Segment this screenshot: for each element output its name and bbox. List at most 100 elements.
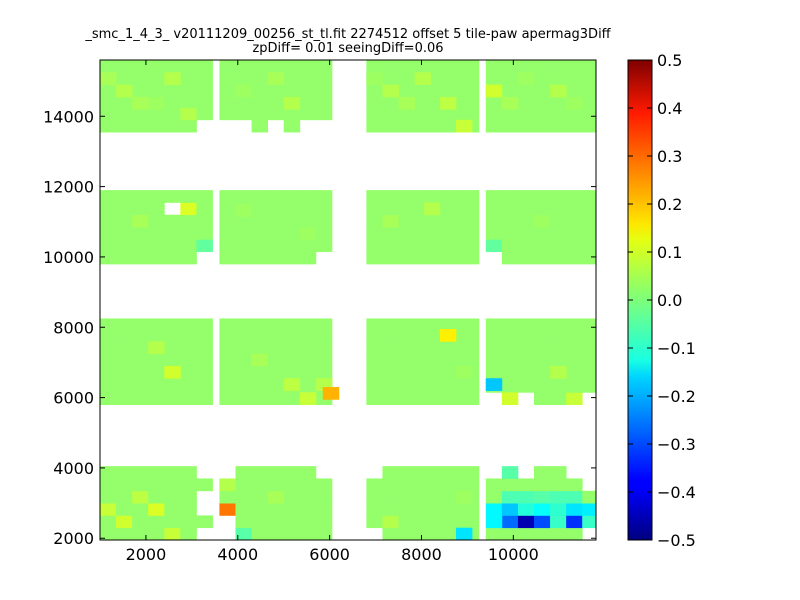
heatmap-cell: [251, 119, 269, 133]
heatmap-cell: [382, 107, 399, 121]
heatmap-cell: [299, 70, 317, 84]
heatmap-cell: [164, 330, 181, 344]
heatmap-cell: [446, 202, 464, 216]
heatmap-cell: [180, 214, 197, 228]
heatmap-cell: [299, 202, 317, 216]
heatmap-cell: [315, 60, 333, 71]
heatmap-cell: [235, 204, 252, 217]
heatmap-cell: [148, 202, 165, 216]
heatmap-cell: [164, 527, 181, 541]
heatmap-cell: [550, 202, 567, 216]
heatmap-cell: [382, 515, 399, 529]
heatmap-cell: [148, 392, 165, 406]
heatmap-cell: [148, 239, 165, 253]
heatmap-cell: [132, 82, 149, 96]
heatmap-cell: [501, 227, 519, 240]
heatmap-cell: [446, 60, 464, 71]
heatmap-cell: [299, 251, 317, 265]
heatmap-cell: [430, 60, 448, 71]
heatmap-cell: [382, 95, 399, 108]
heatmap-cell: [180, 119, 197, 133]
heatmap-cell: [116, 380, 133, 393]
heatmap-cell: [315, 95, 333, 108]
heatmap-cell: [299, 478, 317, 492]
heatmap-cell: [251, 82, 269, 96]
heatmap-cell: [283, 96, 301, 110]
heatmap-cell: [582, 503, 597, 516]
heatmap-cell: [132, 355, 149, 369]
heatmap-cell: [267, 330, 285, 344]
heatmap-cell: [366, 343, 383, 356]
heatmap-cell: [251, 107, 269, 121]
heatmap-cell: [398, 527, 415, 541]
heatmap-cell: [164, 515, 181, 529]
heatmap-cell: [100, 318, 117, 332]
heatmap-cell: [485, 214, 503, 228]
heatmap-cell: [267, 190, 285, 203]
heatmap-cell: [100, 490, 117, 504]
heatmap-cell: [382, 527, 399, 541]
y-tick-label: 6000: [53, 389, 94, 408]
heatmap-cell: [366, 119, 383, 133]
heatmap-cell: [382, 190, 399, 203]
heatmap-cell: [382, 239, 399, 253]
heatmap-cell: [430, 214, 448, 228]
heatmap-cell: [267, 380, 285, 393]
heatmap-cell: [485, 330, 503, 344]
heatmap-cell: [196, 190, 213, 203]
heatmap-cell: [100, 202, 117, 216]
heatmap-cell: [116, 70, 133, 84]
heatmap-cell: [430, 251, 448, 265]
heatmap-cell: [299, 95, 317, 108]
heatmap-cell: [164, 490, 181, 504]
heatmap-cell: [566, 70, 583, 84]
heatmap-cell: [550, 380, 567, 393]
heatmap-cell: [251, 466, 269, 479]
heatmap-cell: [315, 82, 333, 96]
heatmap-cell: [534, 239, 551, 253]
heatmap-cell: [517, 478, 535, 492]
heatmap-cell: [501, 503, 519, 516]
heatmap-cell: [315, 355, 333, 369]
heatmap-cell: [180, 95, 197, 108]
heatmap-cell: [430, 367, 448, 381]
heatmap-cell: [267, 527, 285, 541]
heatmap-cell: [267, 478, 285, 492]
heatmap-cell: [132, 503, 149, 516]
heatmap-cell: [235, 60, 252, 71]
heatmap-cell: [164, 239, 181, 253]
heatmap-cell: [366, 330, 383, 344]
heatmap-cell: [132, 107, 149, 121]
heatmap-cell: [398, 227, 415, 240]
heatmap-cell: [366, 72, 383, 86]
heatmap-cell: [566, 527, 583, 541]
heatmap-cell: [267, 107, 285, 121]
heatmap-cell: [430, 107, 448, 121]
heatmap-cell: [132, 330, 149, 344]
heatmap-cell: [235, 318, 252, 332]
heatmap-cell: [196, 239, 213, 253]
heatmap-cell: [251, 330, 269, 344]
heatmap-cell: [534, 330, 551, 344]
heatmap-cell: [235, 251, 252, 265]
heatmap-cell: [148, 82, 165, 96]
heatmap-cell: [485, 190, 503, 203]
heatmap-cell: [517, 355, 535, 369]
heatmap-cell: [366, 214, 383, 228]
heatmap-cell: [283, 60, 301, 71]
heatmap-cell: [414, 490, 432, 504]
heatmap-cell: [582, 251, 597, 265]
heatmap-cell: [550, 515, 567, 529]
heatmap-cell: [148, 355, 165, 369]
heatmap-cell: [283, 343, 301, 356]
heatmap-cell: [550, 392, 567, 406]
heatmap-cell: [196, 214, 213, 228]
heatmap-cell: [534, 490, 551, 504]
heatmap-cell: [462, 95, 480, 108]
colorbar: 0.5 0.4 0.3 0.2 0.1 0.0 −0.1 −0.2 −0.3 −0.4 −0.5: [627, 51, 696, 550]
heatmap-cell: [566, 490, 583, 504]
heatmap-cell: [196, 60, 213, 71]
heatmap-cell: [219, 392, 236, 406]
heatmap-cell: [398, 107, 415, 121]
heatmap-cell: [235, 515, 252, 529]
